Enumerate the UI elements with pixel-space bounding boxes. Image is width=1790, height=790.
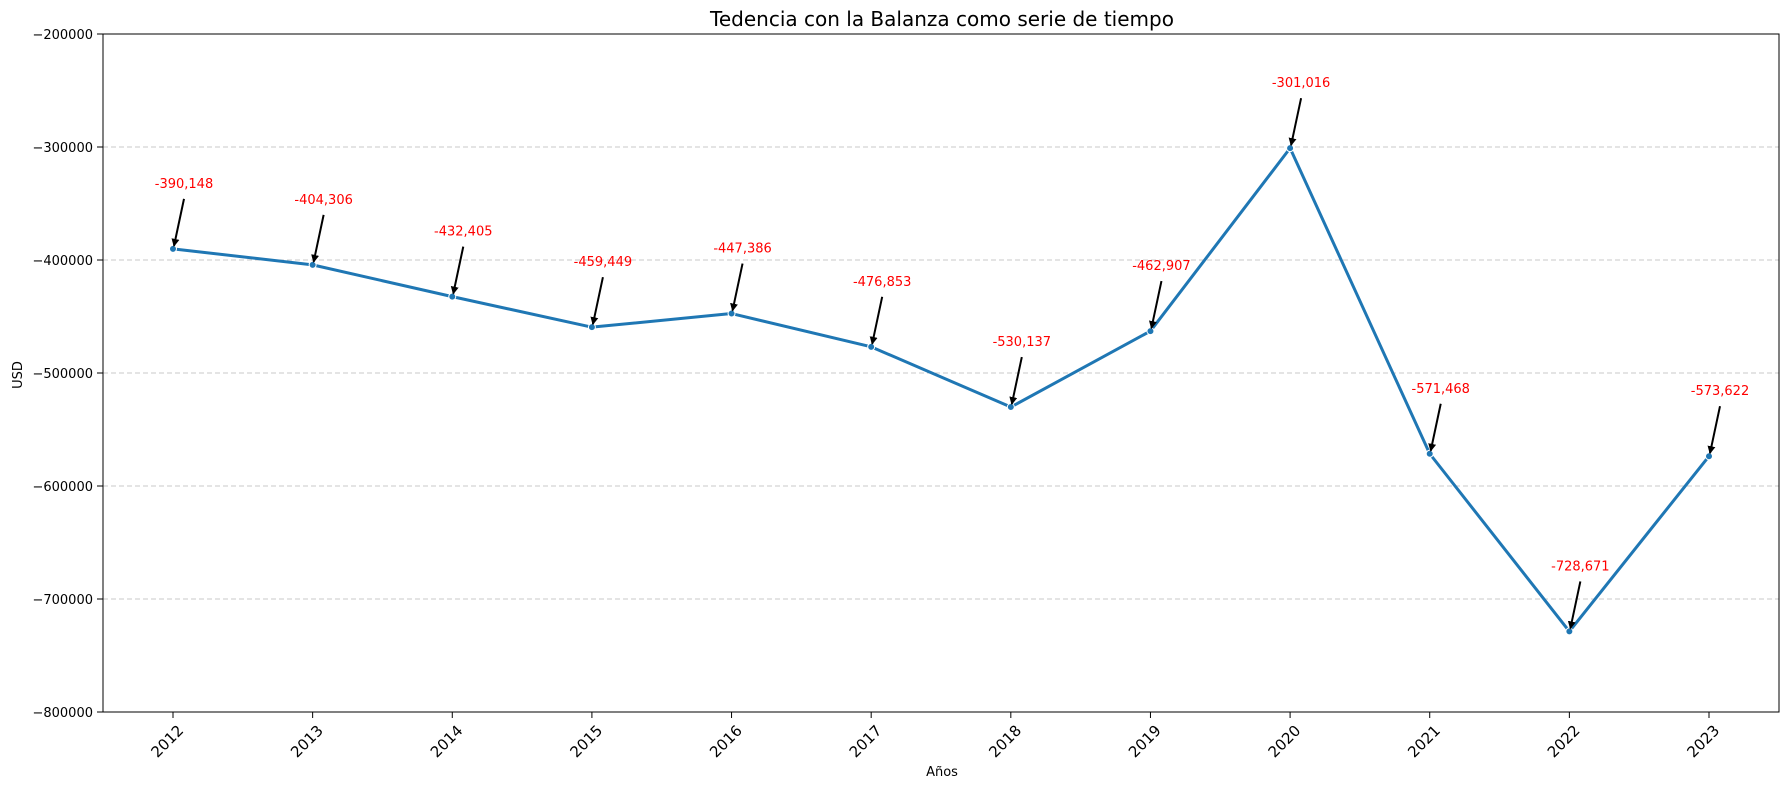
y-tick-label: −300000 xyxy=(32,141,93,156)
data-point xyxy=(1146,327,1155,336)
annotation-arrow xyxy=(1707,405,1721,455)
x-tick-label: 2016 xyxy=(706,722,746,762)
x-axis-title: Años xyxy=(926,765,958,780)
x-tick-label: 2017 xyxy=(846,722,886,762)
data-label: -571,468 xyxy=(1412,382,1470,397)
chart-title: Tedencia con la Balanza como serie de ti… xyxy=(709,7,1174,31)
x-tick-label: 2022 xyxy=(1544,722,1584,762)
data-label: -462,907 xyxy=(1132,259,1190,274)
series-layer xyxy=(169,144,1713,636)
x-tick-label: 2018 xyxy=(985,722,1025,762)
data-label: -447,386 xyxy=(713,242,771,257)
annotation-arrow xyxy=(1428,403,1442,452)
data-point xyxy=(727,309,736,318)
data-point xyxy=(587,323,596,332)
y-tick-label: −600000 xyxy=(32,480,93,495)
data-point xyxy=(1006,403,1015,412)
data-point xyxy=(308,260,317,269)
series-line xyxy=(172,146,1711,633)
grid-layer xyxy=(103,146,1779,600)
data-point xyxy=(1425,449,1434,458)
data-label: -404,306 xyxy=(294,193,352,208)
x-tick-label: 2023 xyxy=(1684,722,1724,762)
axes-layer: −800000 −700000 −600000 −500000 −400000 −3000… xyxy=(32,28,1780,762)
annotation-layer: -390,148 -404,306 -432,405 -459,449 -447,386… xyxy=(155,76,1749,630)
annotation-arrow xyxy=(730,263,744,312)
y-tick-label: −200000 xyxy=(32,28,93,43)
data-label: -530,137 xyxy=(993,335,1051,350)
annotation-arrow xyxy=(1009,356,1023,406)
annotation-arrow xyxy=(590,276,604,326)
x-tick-label: 2012 xyxy=(148,722,188,762)
data-point xyxy=(867,342,876,351)
x-tick-label: 2020 xyxy=(1265,722,1305,762)
y-tick-label: −700000 xyxy=(32,593,93,608)
x-tick-label: 2013 xyxy=(287,722,327,762)
y-tick-label: −500000 xyxy=(32,367,93,382)
annotation-arrow xyxy=(311,214,325,263)
plot-frame xyxy=(102,33,1780,713)
data-point xyxy=(448,292,457,301)
data-label: -728,671 xyxy=(1551,559,1609,574)
annotation-arrow xyxy=(1148,280,1163,330)
data-point xyxy=(1286,144,1295,153)
y-tick-label: −800000 xyxy=(32,706,93,721)
annotation-arrow xyxy=(171,198,185,247)
x-tick-label: 2015 xyxy=(566,722,606,762)
data-label: -459,449 xyxy=(574,255,632,270)
data-label: -476,853 xyxy=(853,275,911,290)
annotation-arrow xyxy=(869,296,884,345)
data-label: -573,622 xyxy=(1691,384,1749,399)
annotation-arrow xyxy=(1288,97,1303,147)
x-tick-label: 2021 xyxy=(1404,722,1444,762)
data-point xyxy=(1565,627,1574,636)
data-point xyxy=(169,244,177,253)
data-label: -390,148 xyxy=(155,177,213,192)
x-tick-label: 2014 xyxy=(427,722,467,762)
x-tick-label: 2019 xyxy=(1125,722,1165,762)
y-tick-label: −400000 xyxy=(32,254,93,269)
annotation-arrow xyxy=(1567,581,1582,630)
data-point xyxy=(1705,452,1713,461)
annotation-arrow xyxy=(450,246,465,295)
data-label: -432,405 xyxy=(434,225,492,240)
data-label: -301,016 xyxy=(1272,76,1330,91)
y-axis-title: USD xyxy=(11,361,26,389)
